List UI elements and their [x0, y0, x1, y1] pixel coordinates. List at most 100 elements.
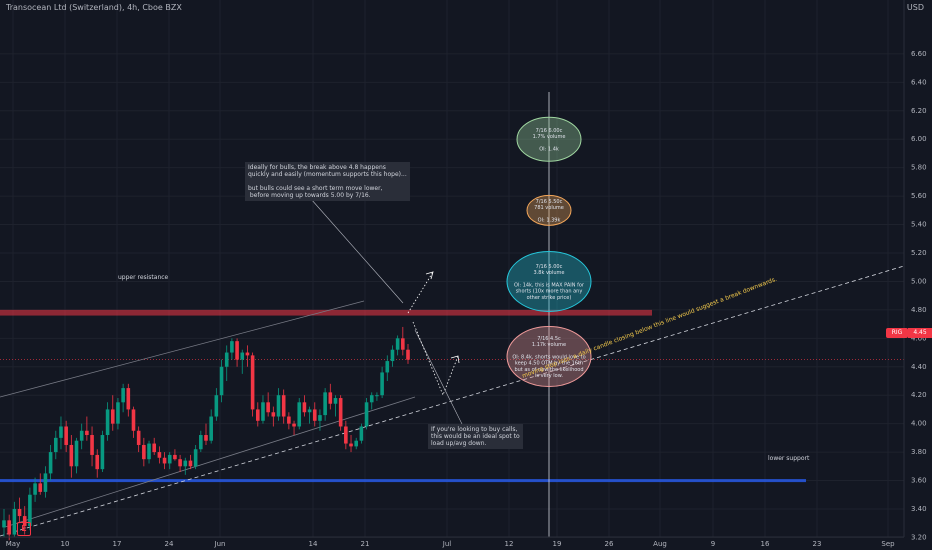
x-tick-label: Jul: [442, 540, 452, 548]
candle-body: [90, 435, 94, 455]
candle: [33, 477, 37, 502]
candle-body: [312, 409, 317, 421]
candle-body: [17, 508, 22, 517]
candle-body: [390, 349, 395, 362]
x-tick-label: May: [6, 540, 20, 548]
candle: [110, 395, 115, 431]
candle-body: [131, 409, 136, 431]
candle: [395, 335, 400, 356]
x-tick-label: 24: [165, 540, 174, 548]
option-bubble-text: OI: 1.4k: [539, 147, 559, 153]
candle: [199, 430, 203, 453]
candle-body: [276, 395, 281, 417]
candle: [38, 473, 43, 495]
candle-body: [255, 409, 260, 421]
option-bubble-text: 3.8k volume: [534, 270, 565, 276]
candle-body: [271, 412, 276, 417]
candle-body: [59, 426, 63, 438]
candle-body: [157, 452, 162, 458]
candle: [136, 426, 141, 453]
bull-arrow-head: [425, 271, 434, 280]
y-tick-label: 4.80: [911, 306, 927, 314]
candle-body: [69, 444, 74, 467]
candle: [12, 501, 17, 538]
candle: [292, 420, 296, 436]
candle: [90, 426, 94, 467]
candle-body: [328, 392, 333, 404]
candle: [230, 338, 234, 360]
candle: [250, 352, 255, 417]
candle-body: [28, 494, 32, 527]
candle: [338, 395, 343, 431]
candle-body: [245, 352, 250, 356]
y-tick-label: 4.00: [911, 420, 927, 428]
candle: [162, 452, 167, 470]
candle-body: [230, 341, 234, 353]
y-tick-label: 5.40: [911, 221, 927, 229]
calls-annotation[interactable]: If you're looking to buy calls, this wou…: [428, 424, 523, 449]
x-tick-label: 17: [113, 540, 122, 548]
option-bubble-shape: [506, 250, 592, 312]
candle-body: [395, 338, 400, 350]
candle-body: [261, 402, 265, 421]
y-tick-label: 4.40: [911, 363, 927, 371]
candle-body: [105, 409, 110, 436]
option-bubble-text: is very low.: [535, 373, 563, 379]
candle-body: [147, 443, 151, 460]
candle: [85, 416, 89, 441]
candle: [22, 506, 27, 535]
y-tick-label: 3.80: [911, 448, 927, 456]
candle: [307, 406, 312, 424]
option-bubble-text: 1.17k volume: [532, 342, 566, 348]
candle: [64, 420, 68, 453]
chart-title: Transocean Ltd (Switzerland), 4h, Cboe B…: [6, 3, 182, 12]
candle-body: [204, 435, 208, 441]
moving-stop-loss-line: [0, 265, 905, 537]
y-tick-label: 4.20: [911, 391, 927, 399]
option-bubble-text: 7/16 4.5c: [537, 336, 561, 342]
candle: [43, 466, 48, 498]
upper-resistance-zone: [0, 309, 652, 316]
candle-body: [110, 409, 115, 424]
pullback-arrow-head: [450, 355, 460, 364]
trendlines: [0, 198, 905, 537]
candle: [152, 437, 157, 455]
x-tick-label: 21: [361, 540, 370, 548]
candle-body: [323, 392, 327, 416]
option-bubble-shape: [516, 116, 582, 162]
candle: [116, 398, 120, 430]
candle-body: [22, 516, 27, 527]
tradingview-logo[interactable]: E: [17, 522, 31, 536]
upper-channel-line: [0, 300, 365, 398]
candle-body: [85, 430, 89, 436]
last-price-value: 4.45: [908, 328, 932, 338]
x-tick-label: Jun: [214, 540, 226, 548]
candle: [281, 389, 286, 424]
candle-body: [235, 341, 239, 360]
y-tick-label: 5.60: [911, 192, 927, 200]
candle: [380, 366, 384, 399]
option-bubble-text: OI: 8.4k, shorts would love to: [512, 355, 585, 361]
x-tick-label: 26: [605, 540, 614, 548]
candle: [59, 416, 63, 450]
candle: [100, 430, 105, 472]
candle-body: [95, 454, 100, 470]
candle: [121, 383, 125, 413]
candle: [178, 454, 182, 472]
candle: [224, 345, 229, 381]
y-tick-label: 3.60: [911, 477, 927, 485]
candle-body: [199, 435, 203, 450]
x-tick-label: 14: [309, 540, 318, 548]
bulls-annotation[interactable]: Ideally for bulls, the break above 4.8 h…: [245, 162, 410, 201]
candle: [287, 412, 291, 430]
candle-body: [33, 483, 37, 495]
candle: [318, 409, 322, 431]
candle: [193, 444, 198, 470]
levels: [0, 92, 904, 537]
symbol-price-tag: RIG: [886, 328, 908, 338]
candle-body: [369, 395, 374, 403]
